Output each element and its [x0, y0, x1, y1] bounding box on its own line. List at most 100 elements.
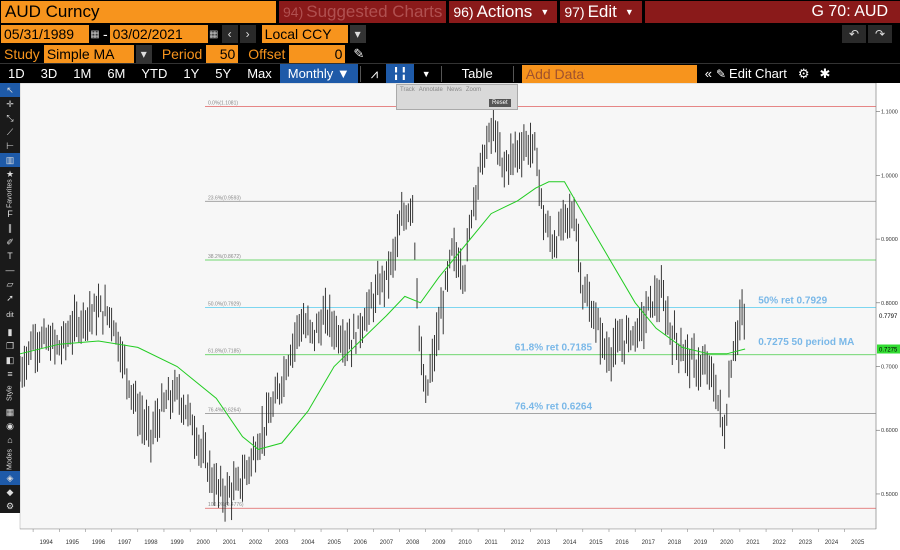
suggested-charts-menu[interactable]: 94) Suggested Charts — [279, 1, 447, 23]
chart-type-dropdown-icon[interactable]: ▼ — [421, 68, 431, 79]
x-tick-label: 2015 — [589, 540, 603, 546]
period-1d[interactable]: 1D — [8, 65, 25, 81]
last-price-tag-bg — [877, 311, 900, 321]
zoom-tool-icon[interactable]: ⤡ — [6, 112, 14, 123]
x-tick-label: 2001 — [223, 540, 237, 546]
x-tick-label: 1994 — [39, 540, 53, 546]
y-tick-label: 0.8000 — [881, 301, 898, 307]
favorites-label: Favorites — [6, 179, 14, 209]
add-data-input[interactable]: Add Data — [521, 64, 697, 83]
annotate-button[interactable]: Annotate — [418, 87, 443, 93]
crosshair-tool-icon[interactable]: ✛ — [6, 98, 14, 109]
reset-button[interactable]: Reset — [489, 99, 511, 107]
currency-select[interactable]: Local CCY — [261, 25, 348, 43]
weight-tool-icon[interactable]: ≡ — [7, 369, 13, 379]
price-chart[interactable]: 0.0%(1.1081) 23.6%(0.9593) 38.2%(0.8672) 50… — [0, 82, 900, 550]
copy-tool-icon[interactable]: ❐ — [5, 340, 15, 351]
zoom-button[interactable]: Zoom — [465, 87, 482, 93]
redo-icon[interactable]: ↷ — [868, 25, 892, 43]
arrow-tool-icon[interactable]: ➚ — [6, 292, 14, 303]
x-tick-label: 2002 — [249, 540, 263, 546]
end-calendar-icon[interactable]: ▦ — [208, 28, 219, 40]
fib-label: 50.0%(0.7929) — [208, 301, 241, 307]
security-field[interactable]: AUD Curncy — [1, 1, 276, 23]
start-date-field[interactable]: 05/31/1989 — [1, 25, 89, 43]
period-3d[interactable]: 3D — [40, 65, 58, 81]
study-dropdown-icon[interactable]: ▾ — [135, 44, 152, 63]
prev-range-button[interactable]: ‹ — [221, 25, 238, 43]
measure-tool-icon[interactable]: ⊢ — [6, 140, 14, 151]
mode-b-icon[interactable]: ◆ — [6, 486, 14, 497]
currency-dropdown-icon[interactable]: ▾ — [349, 25, 366, 43]
x-tick-label: 2003 — [275, 540, 289, 546]
x-tick-label: 2017 — [642, 540, 656, 546]
camera-tool-icon[interactable]: ◉ — [6, 420, 14, 431]
fib-label: 61.8%(0.7185) — [208, 349, 241, 355]
period-6m[interactable]: 6M — [107, 65, 126, 81]
annotations: 50% ret 0.7929 0.7275 50 period MA 61.8% r… — [515, 295, 855, 412]
price-bars — [19, 99, 745, 522]
suggested-charts-label: Suggested Charts — [306, 2, 443, 21]
text-tool-icon[interactable]: T — [7, 251, 13, 261]
x-tick-label: 2018 — [668, 540, 682, 546]
table-button[interactable]: Table — [461, 65, 493, 81]
edit-label: Edit — [587, 2, 617, 21]
channel-tool-icon[interactable]: ∥ — [7, 222, 13, 233]
actions-caret-icon: ▼ — [540, 7, 550, 17]
favorites-star-icon[interactable]: ★ — [5, 168, 15, 179]
line-tool-icon[interactable]: — — [5, 265, 15, 275]
chart-toolbar: 1D 3D 1M 6M YTD 1Y 5Y Max Monthly ▼ ⩘ ╏╏… — [0, 63, 900, 84]
frequency-select[interactable]: Monthly ▼ — [279, 63, 358, 84]
x-tick-label: 2023 — [799, 540, 813, 546]
next-range-button[interactable]: › — [239, 25, 256, 43]
start-calendar-icon[interactable]: ▦ — [90, 28, 100, 40]
study-select[interactable]: Simple MA — [43, 44, 134, 63]
grid-tool-icon[interactable]: ▦ — [5, 406, 15, 417]
x-tick-label: 2025 — [851, 540, 865, 546]
trend-line-icon[interactable]: ⟋ — [6, 126, 14, 137]
mode-a-icon[interactable]: ◈ — [0, 471, 20, 485]
y-tick-label: 1.1000 — [881, 110, 898, 116]
period-1m[interactable]: 1M — [73, 65, 92, 81]
period-1y[interactable]: 1Y — [183, 65, 200, 81]
track-button[interactable]: Track — [400, 87, 415, 93]
actions-number: 96) — [453, 4, 474, 20]
pencil-icon[interactable]: ✎ — [353, 45, 365, 61]
lock-tool-icon[interactable]: ⌂ — [7, 435, 13, 445]
mode-settings-icon[interactable]: ⚙ — [5, 500, 15, 511]
period-ytd[interactable]: YTD — [141, 65, 168, 81]
color-tool-icon[interactable]: ◧ — [5, 354, 15, 365]
edit-menu[interactable]: 97) Edit ▼ — [560, 1, 643, 23]
period-5y[interactable]: 5Y — [215, 65, 232, 81]
annotation-label: 61.8% ret 0.7185 — [515, 343, 593, 354]
shape-tool-icon[interactable]: ▱ — [6, 278, 14, 289]
y-tick-label: 0.7000 — [881, 365, 898, 371]
date-separator: - — [103, 26, 108, 42]
period-input[interactable]: 50 — [206, 44, 239, 63]
offset-input[interactable]: 0 — [289, 44, 346, 63]
actions-menu[interactable]: 96) Actions ▼ — [449, 1, 558, 23]
fib-tool-icon[interactable]: F — [7, 209, 13, 219]
collapse-icon[interactable]: « — [704, 65, 712, 81]
bar-tool-icon[interactable]: ▥ — [0, 153, 20, 167]
fib-levels: 0.0%(1.1081) 23.6%(0.9593) 38.2%(0.8672) 50… — [205, 101, 876, 509]
date-range-bar: 05/31/1989 ▦ - 03/02/2021 ▦ ‹ › Local CC… — [0, 24, 900, 44]
edit-chart-button[interactable]: Edit Chart — [729, 65, 787, 81]
x-tick-label: 2022 — [772, 540, 786, 546]
news-button[interactable]: News — [446, 87, 462, 93]
cursor-tool-icon[interactable]: ↖ — [0, 83, 20, 97]
x-tick-label: 2012 — [511, 540, 525, 546]
options-gear-icon[interactable]: ✱ — [819, 65, 831, 81]
end-date-field[interactable]: 03/02/2021 — [109, 25, 208, 43]
toolbar-divider — [512, 65, 514, 82]
delete-tool-icon[interactable]: ▮ — [7, 326, 13, 337]
chart-area[interactable]: 0.0%(1.1081) 23.6%(0.9593) 38.2%(0.8672) 50… — [0, 82, 900, 550]
settings-gear-icon[interactable]: ⚙ — [797, 65, 810, 81]
undo-icon[interactable]: ↶ — [842, 25, 866, 43]
bar-chart-icon[interactable]: ╏╏ — [386, 63, 414, 84]
function-code: G 70: AUD — [645, 1, 900, 23]
line-chart-icon[interactable]: ⩘ — [370, 65, 379, 81]
pen-tool-icon[interactable]: ✐ — [6, 236, 14, 247]
period-max[interactable]: Max — [247, 65, 272, 81]
y-tick-label: 0.6000 — [881, 428, 898, 434]
